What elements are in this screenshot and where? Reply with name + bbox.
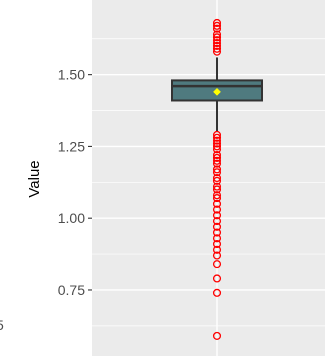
outlier-point (212, 168, 222, 177)
outlier-point (212, 199, 222, 208)
outlier-point (212, 130, 222, 139)
plot-panel (92, 0, 325, 356)
y-tick-label: 0.75 (58, 282, 85, 298)
outlier-point (212, 39, 222, 48)
outlier-points (212, 18, 222, 340)
outlier-point (212, 136, 222, 145)
outlier-point (212, 331, 222, 340)
outlier-point (212, 159, 222, 168)
outlier-point (212, 21, 222, 30)
outlier-point (212, 139, 222, 148)
outlier-point (212, 274, 222, 283)
outlier-point (212, 41, 222, 50)
outlier-point (212, 173, 222, 183)
outlier-point (212, 24, 222, 33)
outlier-point (212, 182, 222, 191)
outlier-point (212, 47, 222, 56)
outlier-point (212, 251, 222, 260)
outlier-point (212, 145, 222, 154)
outlier-point (212, 176, 222, 185)
outlier-point (212, 18, 222, 28)
outlier-point (212, 191, 222, 200)
y-tick-label: 1.00 (58, 210, 85, 226)
left-edge-label: 5 (0, 317, 4, 333)
outlier-point (212, 239, 222, 249)
outlier-point (212, 33, 222, 42)
outlier-point (212, 260, 222, 269)
box-plot (171, 57, 263, 133)
y-axis-title: Value (26, 160, 43, 197)
outlier-point (212, 150, 222, 160)
outlier-point (212, 165, 222, 174)
outlier-point (212, 36, 222, 45)
outlier-point (212, 288, 222, 297)
outlier-point (212, 133, 222, 142)
outlier-point (212, 205, 222, 214)
y-tick-label: 1.50 (58, 67, 85, 83)
outlier-point (212, 228, 222, 237)
outlier-point (212, 234, 222, 243)
outlier-point (212, 142, 222, 151)
outlier-point (212, 153, 222, 162)
outlier-point (212, 30, 222, 39)
outlier-point (212, 194, 222, 203)
y-tick-label: 1.25 (58, 138, 85, 154)
outlier-point (212, 156, 222, 165)
mean-point (213, 87, 221, 96)
y-axis: 0.75 1.00 1.25 1.50 (58, 67, 92, 298)
outlier-point (212, 185, 222, 194)
outlier-point (212, 44, 222, 53)
outlier-point (212, 211, 222, 220)
outlier-point (212, 245, 222, 254)
outlier-point (212, 222, 222, 231)
outlier-point (212, 217, 222, 226)
